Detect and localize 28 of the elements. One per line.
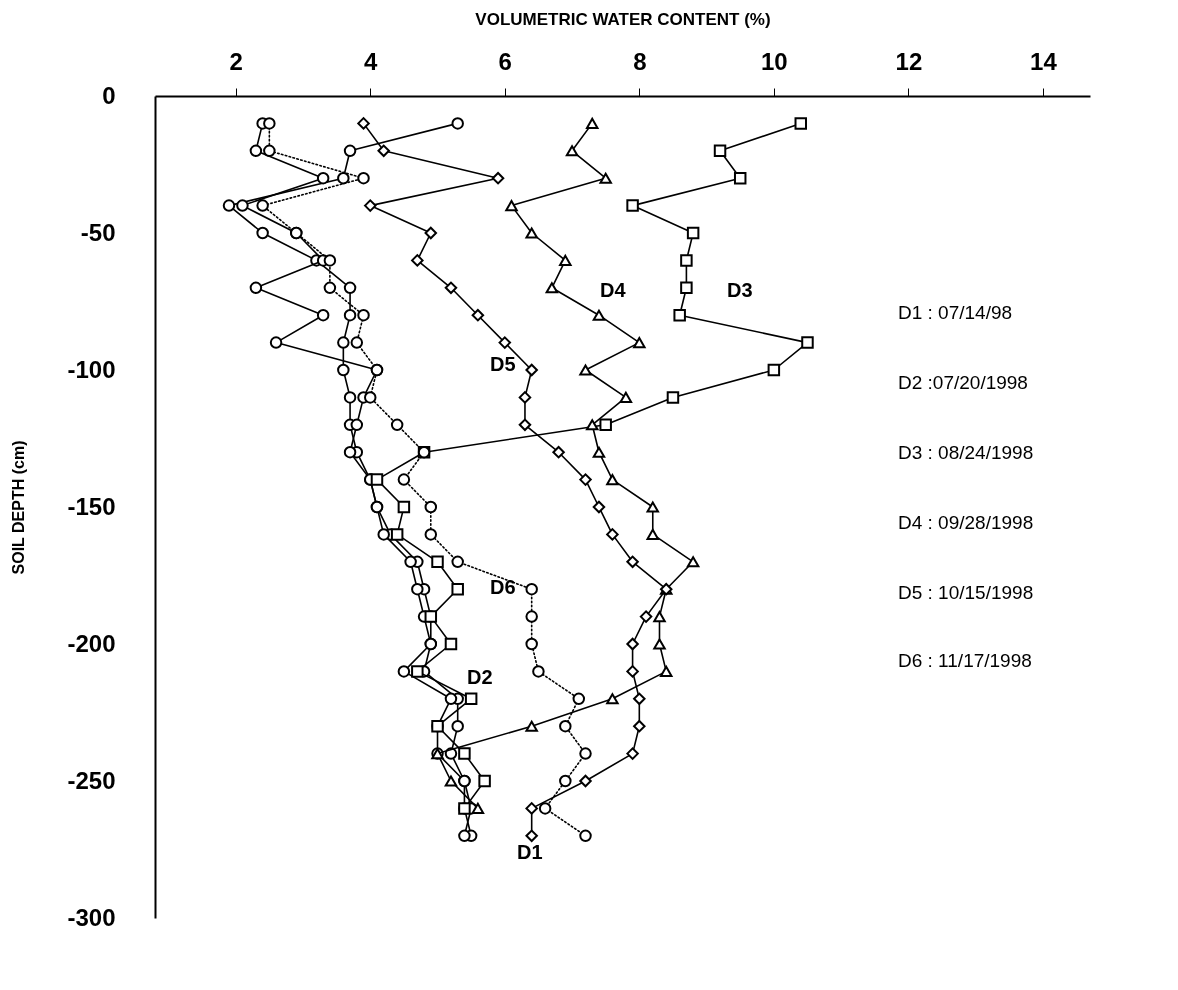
annotation: D1: [517, 841, 543, 863]
x-tick-label: 12: [895, 47, 923, 75]
y-tick-label: -300: [67, 903, 116, 931]
annotation: D6 : 11/17/1998: [898, 650, 1032, 671]
annotation: D2 :07/20/1998: [898, 372, 1028, 393]
annotation: D1 : 07/14/98: [898, 302, 1013, 323]
x-axis-title: VOLUMETRIC WATER CONTENT (%): [475, 9, 771, 29]
x-tick-label: 14: [1030, 47, 1058, 75]
x-tick-label: 6: [498, 47, 512, 75]
annotation: D5 : 10/15/1998: [898, 582, 1034, 603]
x-tick-label: 10: [761, 47, 788, 75]
annotation: D4 : 09/28/1998: [898, 512, 1034, 533]
annotation: D3 : 08/24/1998: [898, 442, 1034, 463]
annotation: D3: [727, 279, 753, 301]
x-tick-label: 4: [364, 47, 379, 75]
y-tick-label: -100: [67, 355, 116, 383]
annotation: D5: [490, 353, 516, 375]
x-tick-label: 2: [229, 47, 243, 75]
annotation: D6: [490, 576, 516, 598]
y-tick-label: -50: [80, 218, 116, 246]
y-tick-label: -250: [67, 766, 116, 794]
y-axis-title: SOIL DEPTH (cm): [10, 440, 28, 575]
annotation: D4: [600, 279, 627, 301]
y-tick-label: 0: [102, 81, 116, 109]
y-tick-label: -150: [67, 492, 116, 520]
y-tick-label: -200: [67, 629, 116, 657]
annotation: D2: [467, 666, 493, 688]
x-tick-label: 8: [633, 47, 647, 75]
